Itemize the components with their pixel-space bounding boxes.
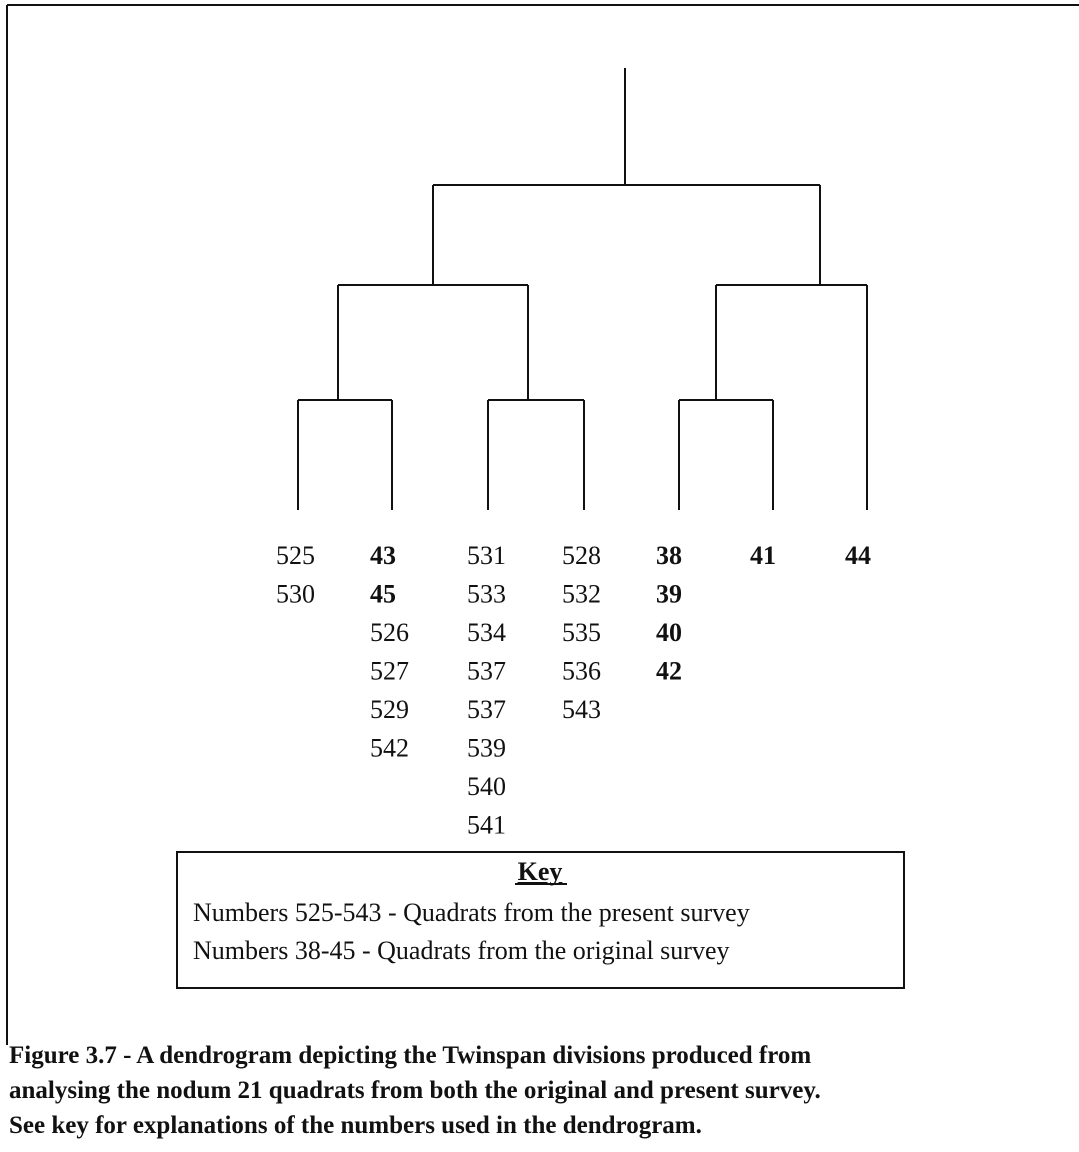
leaf-labels: 525 530 43 45 526 527 529 542 531 533 534 537 537 539… xyxy=(276,541,871,840)
leaf-label: 543 xyxy=(562,695,601,724)
dendrogram-lines xyxy=(297,68,868,510)
key-line: Numbers 38-45 - Quadrats from the origin… xyxy=(193,936,729,965)
key-title: Key xyxy=(518,857,563,886)
leaf-label: 528 xyxy=(562,541,601,570)
leaf-label: 540 xyxy=(467,772,506,801)
leaf-label: 534 xyxy=(467,618,506,647)
leaf-label: 532 xyxy=(562,580,601,609)
leaf-label: 536 xyxy=(562,657,601,686)
leaf-label: 529 xyxy=(370,695,409,724)
leaf-label: 41 xyxy=(750,541,776,570)
leaf-label: 539 xyxy=(467,734,506,763)
leaf-label: 44 xyxy=(845,541,871,570)
leaf-label: 42 xyxy=(656,657,682,686)
leaf-label: 525 xyxy=(276,541,315,570)
leaf-label: 537 xyxy=(467,695,506,724)
key-box xyxy=(176,851,905,989)
leaf-label: 530 xyxy=(276,580,315,609)
key-line: Numbers 525-543 - Quadrats from the pres… xyxy=(193,898,750,927)
leaf-label: 541 xyxy=(467,811,506,840)
leaf-label: 537 xyxy=(467,657,506,686)
leaf-label: 38 xyxy=(656,541,682,570)
leaf-label: 535 xyxy=(562,618,601,647)
leaf-label: 43 xyxy=(370,541,396,570)
leaf-label: 39 xyxy=(656,580,682,609)
caption-line: See key for explanations of the numbers … xyxy=(9,1112,702,1139)
leaf-label: 542 xyxy=(370,734,409,763)
caption-line: Figure 3.7 - A dendrogram depicting the … xyxy=(9,1042,811,1069)
leaf-label: 45 xyxy=(370,580,396,609)
leaf-label: 40 xyxy=(656,618,682,647)
leaf-label: 533 xyxy=(467,580,506,609)
leaf-label: 531 xyxy=(467,541,506,570)
frame xyxy=(6,4,1079,1045)
leaf-label: 526 xyxy=(370,618,409,647)
leaf-label: 527 xyxy=(370,657,409,686)
caption-line: analysing the nodum 21 quadrats from bot… xyxy=(9,1077,821,1104)
